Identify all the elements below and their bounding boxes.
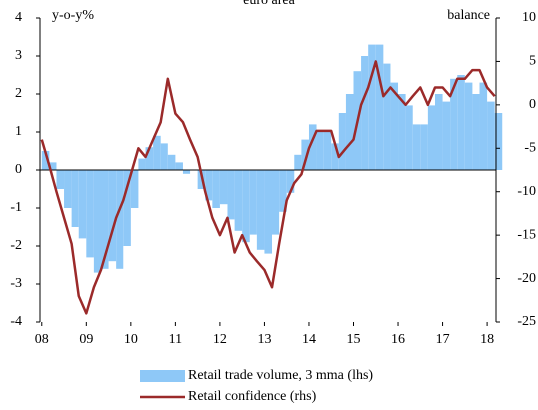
- y-tick-label: -3: [10, 276, 22, 291]
- x-tick-label: 16: [391, 332, 405, 347]
- bar: [116, 170, 124, 269]
- bar: [264, 170, 273, 254]
- y-tick-label: 0: [15, 162, 22, 177]
- y-axis-label: y-o-y%: [52, 8, 94, 23]
- y2-tick-label: -20: [517, 271, 536, 286]
- bar: [256, 170, 265, 250]
- bar: [71, 170, 79, 227]
- y2-tick-label: -10: [517, 184, 536, 199]
- bar: [93, 170, 102, 273]
- bar: [464, 82, 473, 170]
- bar: [56, 170, 65, 189]
- bar: [108, 170, 117, 262]
- bar: [101, 170, 109, 269]
- bar: [279, 170, 287, 212]
- bar: [308, 124, 317, 170]
- bar: [212, 170, 220, 208]
- bar: [160, 143, 168, 170]
- bar: [78, 170, 87, 239]
- y2-tick-label: 10: [522, 10, 536, 25]
- bar: [420, 124, 428, 170]
- bar: [450, 78, 458, 170]
- bar: [472, 94, 480, 170]
- x-tick-label: 15: [347, 332, 361, 347]
- x-tick-label: 14: [302, 332, 316, 347]
- y2-tick-label: -15: [517, 227, 536, 242]
- line: [40, 60, 496, 315]
- chart-title: euro area: [243, 0, 295, 8]
- bar: [41, 151, 50, 170]
- bar: [123, 170, 131, 246]
- bar: [405, 105, 413, 170]
- x-tick-label: 09: [79, 332, 93, 347]
- y-tick-label: -4: [10, 314, 22, 329]
- bar: [286, 170, 295, 193]
- bar: [219, 170, 228, 205]
- bar: [272, 170, 280, 235]
- bar: [175, 162, 183, 170]
- bar: [323, 132, 332, 170]
- bar: [390, 82, 399, 170]
- bar: [398, 94, 406, 170]
- x-tick-label: 18: [480, 332, 494, 347]
- x-tick-label: 11: [169, 332, 182, 347]
- bar: [434, 94, 443, 170]
- bar: [227, 170, 235, 220]
- bar: [479, 82, 488, 170]
- bar: [442, 101, 451, 170]
- y-tick-label: 2: [15, 86, 22, 101]
- y2-tick-label: -5: [524, 141, 536, 156]
- bar: [153, 135, 161, 170]
- x-tick-label: 13: [257, 332, 271, 347]
- bar: [487, 101, 495, 170]
- bar: [368, 44, 376, 170]
- bar: [138, 158, 146, 170]
- bar: [205, 170, 213, 201]
- bar: [130, 170, 139, 208]
- bar: [361, 56, 369, 170]
- bar: [294, 154, 302, 170]
- bar: [242, 170, 250, 243]
- legend-label: Retail confidence (rhs): [188, 389, 317, 404]
- y2-tick-label: 5: [529, 54, 536, 69]
- x-tick-label: 10: [124, 332, 138, 347]
- legend-label: Retail trade volume, 3 mma (lhs): [188, 368, 373, 383]
- bar: [249, 170, 257, 235]
- bar: [375, 44, 384, 170]
- y2-axis-label: balance: [447, 8, 490, 23]
- bar: [331, 143, 339, 170]
- bar: [86, 170, 94, 258]
- bar: [234, 170, 243, 231]
- bar: [145, 147, 154, 170]
- bar: [494, 113, 503, 170]
- y-tick-label: -2: [10, 238, 22, 253]
- x-tick-label: 17: [436, 332, 450, 347]
- bar: [338, 113, 346, 170]
- bar: [383, 63, 391, 170]
- y2-tick-label: -25: [517, 314, 536, 329]
- x-tick-label: 12: [213, 332, 227, 347]
- bar: [345, 94, 354, 170]
- bar: [316, 132, 324, 170]
- bar: [301, 139, 309, 170]
- bar: [457, 75, 465, 170]
- bar: [167, 154, 176, 170]
- legend-swatch: [140, 370, 185, 382]
- bar: [64, 170, 72, 208]
- y-tick-label: 3: [15, 48, 22, 63]
- bar: [412, 124, 421, 170]
- y-tick-label: 4: [15, 10, 22, 25]
- y2-tick-label: 0: [529, 97, 536, 112]
- bar: [182, 170, 191, 174]
- bar: [49, 162, 57, 170]
- y-tick-label: -1: [10, 200, 22, 215]
- y-tick-label: 1: [15, 124, 22, 139]
- x-tick-label: 08: [35, 332, 49, 347]
- bar: [427, 105, 435, 170]
